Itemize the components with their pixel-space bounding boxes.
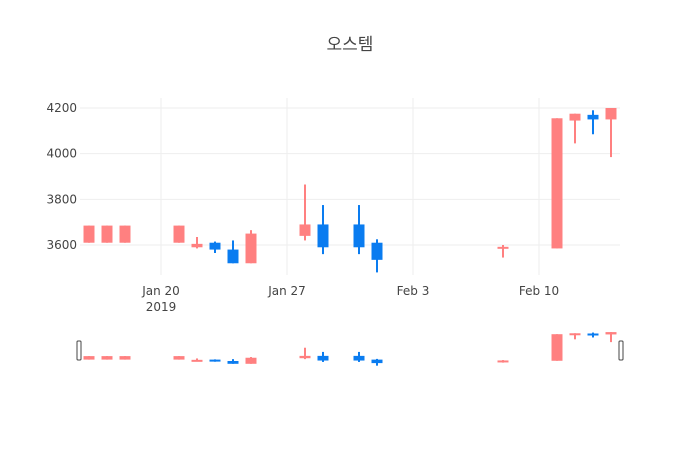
candle-body — [173, 225, 185, 243]
candle-body — [119, 356, 131, 360]
candle-body — [551, 118, 563, 249]
candle-body — [353, 224, 365, 248]
slider-candle — [299, 347, 311, 360]
slider-candle — [371, 358, 383, 366]
candle-body — [209, 242, 221, 250]
candle-body — [371, 242, 383, 260]
x-tick-label: Feb 10 — [519, 284, 559, 298]
slider-candle — [551, 334, 563, 361]
candle-body — [587, 333, 599, 336]
candle-body — [317, 355, 329, 361]
slider-candle — [317, 351, 329, 362]
candle-body — [191, 359, 203, 362]
slider-candle — [173, 356, 185, 360]
candle — [299, 184, 311, 241]
y-tick-label: 3800 — [46, 192, 77, 206]
y-axis: 3600 3800 4000 4200 — [46, 101, 77, 252]
grid-lines — [80, 98, 620, 275]
candle-body — [605, 108, 617, 120]
candle-body — [191, 243, 203, 248]
candle-body — [497, 360, 509, 363]
slider-candle — [227, 359, 239, 364]
candle-body — [605, 332, 617, 335]
candles-main — [83, 108, 617, 273]
candle-body — [83, 225, 95, 243]
slider-candle — [497, 360, 509, 363]
range-slider-left-handle[interactable] — [76, 340, 82, 361]
candle-body — [227, 249, 239, 264]
slider-candle — [83, 356, 95, 360]
candle-body — [299, 355, 311, 359]
candle-body — [587, 114, 599, 120]
slider-candle — [353, 351, 365, 362]
candle — [227, 240, 239, 264]
x-tick-label: Jan 27 — [267, 284, 306, 298]
slider-candle — [191, 358, 203, 362]
x-tick-label: Jan 20 — [141, 284, 180, 298]
candle-body — [83, 356, 95, 360]
candle-body — [299, 224, 311, 236]
y-tick-label: 4000 — [46, 147, 77, 161]
slider-candle — [101, 356, 113, 360]
candle — [209, 241, 221, 253]
candle-body — [497, 246, 509, 249]
x-tick-label: Feb 3 — [397, 284, 430, 298]
candle — [587, 110, 599, 135]
candle — [119, 225, 131, 243]
candle — [245, 230, 257, 264]
slider-candle — [569, 333, 581, 340]
candle — [101, 225, 113, 243]
candle-body — [227, 361, 239, 364]
candle — [83, 225, 95, 243]
candle — [569, 113, 581, 144]
candle-body — [353, 355, 365, 361]
candle — [551, 118, 563, 249]
y-tick-label: 4200 — [46, 101, 77, 115]
slider-candle — [587, 332, 599, 338]
range-slider[interactable] — [76, 332, 624, 366]
candle — [353, 205, 365, 255]
candle — [497, 245, 509, 258]
candle-body — [101, 356, 113, 360]
slider-candle — [119, 356, 131, 360]
slider-candle — [605, 332, 617, 343]
chart-title: 오스템 — [326, 35, 374, 55]
candle-body — [173, 356, 185, 360]
candle — [173, 225, 185, 243]
candle-body — [551, 334, 563, 361]
candle — [191, 237, 203, 249]
slider-candle — [245, 357, 257, 364]
candle-body — [371, 359, 383, 364]
candle — [317, 205, 329, 255]
candle — [371, 239, 383, 273]
candle — [605, 108, 617, 158]
x-tick-year-label: 2019 — [146, 300, 177, 314]
candle-body — [569, 333, 581, 336]
candle-body — [317, 224, 329, 248]
range-slider-right-handle[interactable] — [618, 340, 624, 361]
slider-candle — [209, 359, 221, 362]
candle-body — [119, 225, 131, 243]
candle-body — [245, 233, 257, 264]
x-axis: Jan 20 2019 Jan 27 Feb 3 Feb 10 — [141, 284, 559, 314]
candle-body — [101, 225, 113, 243]
candle-body — [569, 113, 581, 121]
y-tick-label: 3600 — [46, 238, 77, 252]
candle-body — [245, 357, 257, 364]
candle-body — [209, 359, 221, 362]
